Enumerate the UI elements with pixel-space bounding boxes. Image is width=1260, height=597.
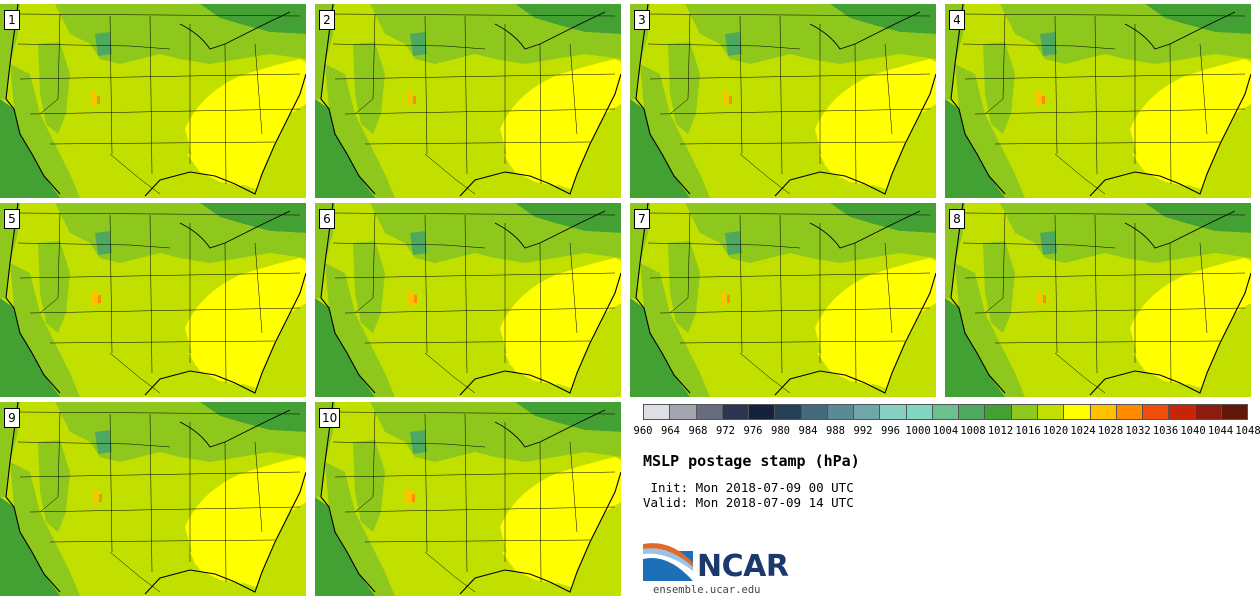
postage-stamp-panel: 6 <box>315 203 621 397</box>
mslp-map <box>630 4 936 198</box>
mslp-map <box>630 203 936 397</box>
colorbar-swatch <box>775 404 802 420</box>
colorbar-swatch <box>749 404 776 420</box>
colorbar-swatch <box>880 404 907 420</box>
colorbar-tick-label: 1048 <box>1235 425 1260 437</box>
colorbar-swatch <box>1143 404 1170 420</box>
panel-member-label: 2 <box>319 10 335 30</box>
colorbar-swatch <box>959 404 986 420</box>
colorbar-tick-label: 1032 <box>1125 425 1151 437</box>
postage-stamp-panel: 7 <box>630 203 936 397</box>
panel-member-label: 1 <box>4 10 20 30</box>
postage-stamp-panel: 1 <box>0 4 306 198</box>
colorbar-tick-label: 992 <box>853 425 873 437</box>
mslp-map <box>315 4 621 198</box>
colorbar-swatch <box>1090 404 1117 420</box>
init-time: Init: Mon 2018-07-09 00 UTC <box>643 480 854 495</box>
postage-stamp-panel: 8 <box>945 203 1251 397</box>
panel-member-label: 4 <box>949 10 965 30</box>
colorbar-tick-label: 1040 <box>1180 425 1206 437</box>
colorbar-swatch <box>1169 404 1196 420</box>
colorbar-tick-label: 980 <box>771 425 790 437</box>
ncar-logo-icon <box>643 543 693 581</box>
colorbar-swatch <box>1064 404 1091 420</box>
panel-member-label: 5 <box>4 209 20 229</box>
panel-member-label: 10 <box>319 408 341 428</box>
postage-stamp-panel: 3 <box>630 4 936 198</box>
colorbar-swatch <box>670 404 697 420</box>
colorbar-swatch <box>1037 404 1065 420</box>
panel-member-label: 9 <box>4 408 20 428</box>
colorbar-swatch <box>1195 404 1222 420</box>
mslp-map <box>945 203 1251 397</box>
panel-member-label: 3 <box>634 10 650 30</box>
panel-member-label: 6 <box>319 209 335 229</box>
colorbar-swatch <box>1011 404 1038 420</box>
mslp-map <box>0 203 306 397</box>
colorbar-swatch <box>827 404 855 420</box>
ncar-logo-text: NCAR <box>697 549 789 584</box>
colorbar-tick-label: 1016 <box>1015 425 1041 437</box>
colorbar-tick-label: 1012 <box>987 425 1014 437</box>
colorbar-tick-label: 976 <box>743 425 763 437</box>
colorbar-tick-label: 1008 <box>960 425 986 437</box>
postage-stamp-panel: 2 <box>315 4 621 198</box>
colorbar-swatch <box>1221 404 1249 420</box>
colorbar-swatch <box>932 404 960 420</box>
colorbar-swatch <box>643 404 671 420</box>
colorbar-tick-label: 960 <box>633 425 653 437</box>
colorbar-swatch <box>801 404 828 420</box>
colorbar-swatch <box>1116 404 1144 420</box>
colorbar-tick-label: 1036 <box>1152 425 1179 437</box>
colorbar-tick-label: 988 <box>826 425 845 437</box>
panel-member-label: 8 <box>949 209 965 229</box>
colorbar-swatch <box>906 404 933 420</box>
colorbar-tick-label: 1044 <box>1207 425 1234 437</box>
valid-time: Valid: Mon 2018-07-09 14 UTC <box>643 495 854 510</box>
colorbar-swatch <box>722 404 750 420</box>
colorbar-tick-label: 1004 <box>932 425 959 437</box>
colorbar-tick-label: 996 <box>881 425 900 437</box>
colorbar-tick-label: 964 <box>661 425 680 437</box>
mslp-map <box>315 402 621 596</box>
postage-stamp-panel: 10 <box>315 402 621 596</box>
colorbar-swatch <box>985 404 1012 420</box>
site-url: ensemble.ucar.edu <box>653 584 761 596</box>
colorbar-ticks: 960 964 968 972 976 980 984 988 992 996 1000 1004 10… <box>634 425 1260 439</box>
mslp-map <box>0 402 306 596</box>
mslp-map <box>0 4 306 198</box>
colorbar-tick-label: 972 <box>716 425 735 437</box>
colorbar-tick-label: 1028 <box>1097 425 1124 437</box>
postage-stamp-panel: 5 <box>0 203 306 397</box>
mslp-map <box>945 4 1251 198</box>
postage-stamp-panel: 4 <box>945 4 1251 198</box>
colorbar <box>643 404 1249 420</box>
colorbar-tick-label: 1020 <box>1042 425 1069 437</box>
mslp-map <box>315 203 621 397</box>
plot-title: MSLP postage stamp (hPa) <box>643 452 860 470</box>
colorbar-tick-label: 984 <box>798 425 818 437</box>
colorbar-swatch <box>854 404 881 420</box>
colorbar-tick-label: 1024 <box>1070 425 1096 437</box>
colorbar-swatch <box>696 404 723 420</box>
postage-stamp-panel: 9 <box>0 402 306 596</box>
colorbar-tick-label: 968 <box>688 425 708 437</box>
colorbar-tick-label: 1000 <box>905 425 931 437</box>
panel-member-label: 7 <box>634 209 650 229</box>
